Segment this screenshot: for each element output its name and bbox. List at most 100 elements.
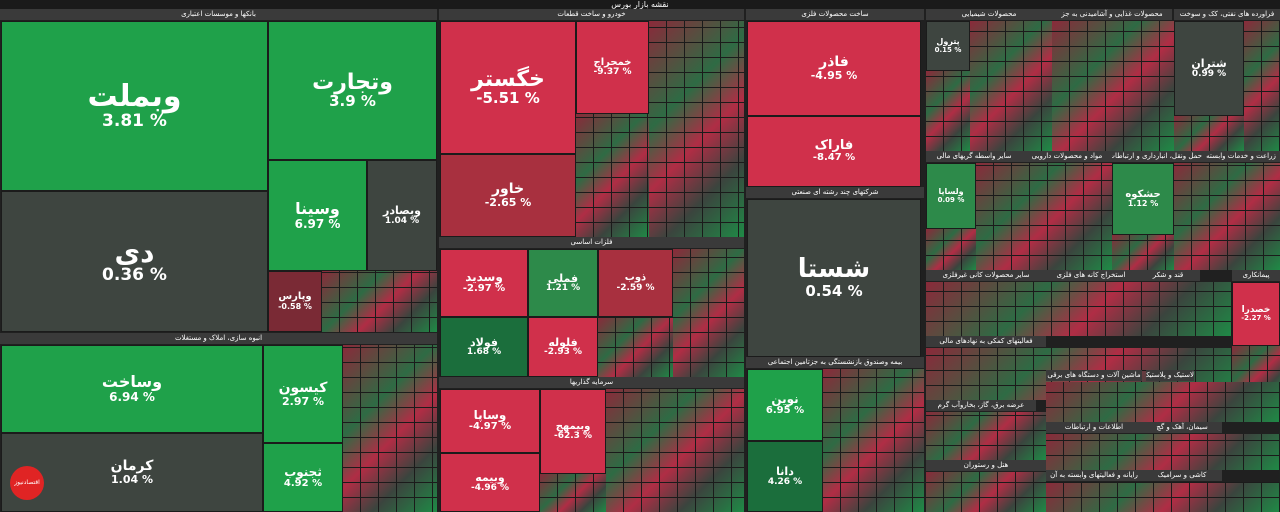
small-tiles-cluster[interactable] <box>1046 382 1280 422</box>
small-tiles-cluster[interactable] <box>926 472 1046 512</box>
sector-header: زراعت و خدمات وابسته <box>1202 151 1280 162</box>
tile-femli[interactable]: فملی % 1.21 <box>528 249 598 317</box>
tile-petrol[interactable]: پترول % 0.15 <box>926 21 970 71</box>
sector-header: کاشی و سرامیک <box>1142 470 1222 481</box>
sector-header: سیمان، آهک و گچ <box>1142 422 1222 433</box>
sector-pharma: مواد و محصولات دارویی <box>1022 151 1112 163</box>
tile-vsina[interactable]: وسینا % 6.97 <box>268 160 367 271</box>
tile-vsanpa[interactable]: ولساپا % 0.09 <box>926 163 976 229</box>
small-tiles-cluster[interactable] <box>1112 235 1174 270</box>
sector-metal-products: ساخت محصولات فلزی <box>746 9 924 187</box>
tile-tjonub[interactable]: ثجنوب % 4.92 <box>263 443 343 512</box>
tile-shasta[interactable]: شستا % 0.54 <box>747 199 921 357</box>
sector-header: هتل و رستوران <box>926 460 1046 471</box>
sector-mining: استخراج کانه های فلزی <box>1046 270 1136 282</box>
sector-textile: عرضه برق، گاز، بخاروآب گرم <box>926 400 1036 412</box>
tile-vbemhr[interactable]: وبیمهج % 62.3- <box>540 389 606 474</box>
sector-header: قند و شکر <box>1136 270 1200 281</box>
small-tiles-cluster[interactable] <box>1046 434 1280 470</box>
sector-header: ماشین آلات و دستگاه های برقی <box>1046 370 1142 381</box>
sector-auto: خودرو و ساخت قطعات <box>439 9 744 237</box>
sector-header: محصولات شیمیایی <box>926 9 1052 20</box>
tile-zob[interactable]: ذوب % 2.59- <box>598 249 673 317</box>
sector-cement: سیمان، آهک و گچ <box>1142 422 1222 434</box>
tile-foolad[interactable]: فولاد % 1.68 <box>440 317 528 377</box>
small-tiles-cluster[interactable] <box>673 249 744 377</box>
small-tiles-cluster[interactable] <box>926 282 1232 336</box>
small-tiles-cluster[interactable] <box>976 163 1112 270</box>
brand-logo: اقتصادنیوز <box>10 466 44 500</box>
tile-vpars[interactable]: وپارس % 0.58- <box>268 271 322 332</box>
sector-header: اطلاعات و ارتباطات <box>1046 422 1142 433</box>
small-tiles-cluster[interactable] <box>576 114 649 237</box>
sector-banks: بانکها و موسسات اعتباری <box>0 9 437 333</box>
tile-khodra[interactable]: خصدرا % 2.27- <box>1232 282 1280 346</box>
sector-multi-industry: شرکتهای چند رشته ای صنعتی <box>746 187 924 357</box>
small-tiles-cluster[interactable] <box>1052 21 1174 151</box>
sector-header: ساخت محصولات فلزی <box>746 9 924 20</box>
sector-agri: زراعت و خدمات وابسته <box>1202 151 1280 163</box>
sector-realestate: انبوه سازی، املاک و مستغلات <box>0 333 437 512</box>
sector-header: حمل ونقل، انبارداری و ارتباطات <box>1112 151 1202 162</box>
tile-kison[interactable]: کیسون % 2.97 <box>263 345 343 443</box>
sector-info: اطلاعات و ارتباطات <box>1046 422 1142 434</box>
small-tiles-cluster[interactable] <box>970 21 1052 151</box>
tile-vsakht[interactable]: وساخت % 6.94 <box>1 345 263 433</box>
small-tiles-cluster[interactable] <box>1174 116 1244 151</box>
sector-header: سایر واسطه گریهای مالی <box>926 151 1022 162</box>
sector-header: لاستیک و پلاستیک <box>1146 370 1194 381</box>
sector-header: بیمه وصندوق بازنشستگی به جزتامین اجتماعی <box>746 357 924 368</box>
small-tiles-cluster[interactable] <box>1174 163 1280 270</box>
sector-finance: فعالیتهای کمکی به نهادهای مالی <box>926 336 1046 348</box>
sector-computer: رایانه و فعالیتهای وابسته به آن <box>1046 470 1142 482</box>
small-tiles-cluster[interactable] <box>343 345 437 512</box>
tile-khamraj[interactable]: خمحراج % 9.37- <box>576 21 649 114</box>
small-tiles-cluster[interactable] <box>598 317 673 377</box>
tile-vbsader[interactable]: وبصادر % 1.04 <box>367 160 437 271</box>
small-tiles-cluster[interactable] <box>649 21 744 237</box>
tile-novin[interactable]: نوین % 6.95 <box>747 369 823 441</box>
sector-header: انبوه سازی، املاک و مستغلات <box>0 333 437 344</box>
sector-sugar: قند و شکر <box>1136 270 1200 282</box>
sector-hotel: هتل و رستوران <box>926 460 1046 472</box>
small-tiles-cluster[interactable] <box>540 474 606 512</box>
tile-shatran[interactable]: شتران % 0.99 <box>1174 21 1244 116</box>
tile-fader[interactable]: فاذر % 4.95- <box>747 21 921 116</box>
tile-folouleh[interactable]: فلوله % 2.93- <box>528 317 598 377</box>
tile-heshko[interactable]: حشکوه % 1.12 <box>1112 163 1174 235</box>
sector-minerals: سایر محصولات کانی غیرفلزی <box>926 270 1046 282</box>
sector-oil: فراورده های نفتی، کک و سوخت <box>1174 9 1280 21</box>
tile-vbmellat[interactable]: وبملت % 3.81 <box>1 21 268 191</box>
small-tiles-cluster[interactable] <box>926 229 976 270</box>
small-tiles-cluster[interactable] <box>1046 482 1280 512</box>
map-title: نقشه بازار بورس <box>0 0 1280 9</box>
tile-khavar[interactable]: خاور % 2.65- <box>440 154 576 237</box>
small-tiles-cluster[interactable] <box>322 271 437 332</box>
sector-header: محصولات غذایی و آشامیدنی به جز <box>1052 9 1172 20</box>
tile-vsadid[interactable]: وسدید % 2.97- <box>440 249 528 317</box>
sector-chemical: محصولات شیمیایی <box>926 9 1052 21</box>
tile-vsapa[interactable]: وساپا % 4.97- <box>440 389 540 453</box>
sector-header: سایر محصولات کانی غیرفلزی <box>926 270 1046 281</box>
tile-khegostar[interactable]: خگستر % 5.51- <box>440 21 576 154</box>
sector-header: شرکتهای چند رشته ای صنعتی <box>746 187 924 198</box>
small-tiles-cluster[interactable] <box>926 412 1046 460</box>
sector-transport: حمل ونقل، انبارداری و ارتباطات <box>1112 151 1202 163</box>
small-tiles-cluster[interactable] <box>606 389 744 512</box>
sector-header: سرمایه گذاریها <box>439 377 744 388</box>
sector-header: خودرو و ساخت قطعات <box>439 9 744 20</box>
small-tiles-cluster[interactable] <box>926 71 970 151</box>
sector-electric: سایر واسطه گریهای مالی <box>926 151 1022 163</box>
tile-dey[interactable]: دی % 0.36 <box>1 191 268 332</box>
sector-header: مواد و محصولات دارویی <box>1022 151 1112 162</box>
tile-vtejarat[interactable]: وتجارت % 3.9 <box>268 21 437 160</box>
tile-farak[interactable]: فاراک % 8.47- <box>747 116 921 187</box>
tile-dana[interactable]: دانا % 4.26 <box>747 441 823 512</box>
tile-vbimeh[interactable]: وبیمه % 4.96- <box>440 453 540 512</box>
sector-header: فلزات اساسی <box>439 237 744 248</box>
sector-plastic: لاستیک و پلاستیک <box>1146 370 1194 382</box>
small-tiles-cluster[interactable] <box>1244 21 1280 151</box>
sector-header: بانکها و موسسات اعتباری <box>0 9 437 20</box>
small-tiles-cluster[interactable] <box>823 369 924 512</box>
sector-header: عرضه برق، گاز، بخاروآب گرم <box>926 400 1036 411</box>
